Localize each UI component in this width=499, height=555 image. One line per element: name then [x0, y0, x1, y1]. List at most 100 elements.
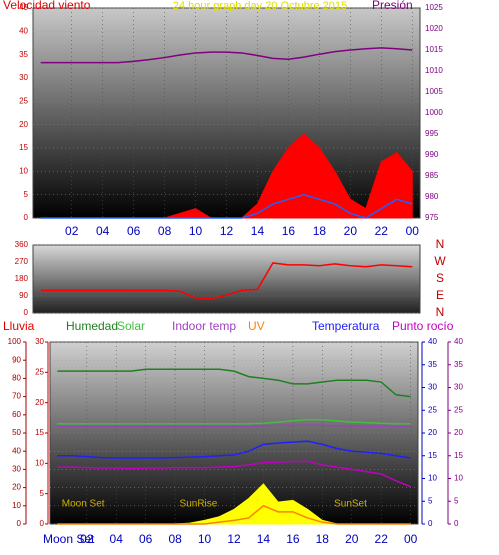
y-tick-label: 25: [428, 405, 437, 414]
annotation: SunSet: [334, 499, 367, 510]
y-tick-label: 180: [15, 274, 29, 283]
y-tick-label: 5: [40, 489, 45, 498]
y-tick-label: 30: [454, 383, 463, 392]
annotation: Moon Set: [62, 499, 105, 510]
y-tick-label: 20: [12, 483, 21, 492]
y-tick-label: 360: [15, 240, 29, 249]
y-tick-label: 40: [454, 337, 463, 346]
x-tick-label: 08: [168, 532, 182, 546]
y-tick-label: 100: [8, 337, 22, 346]
legend-entry: Punto rocío: [392, 319, 454, 333]
x-tick-label: 14: [257, 532, 271, 546]
y-tick-label: 5: [24, 190, 29, 199]
y-tick-label: 0: [24, 213, 29, 222]
y-tick-label: 995: [425, 129, 439, 138]
y-axis-label: Velocidad viento: [3, 0, 91, 12]
y-tick-label: 50: [12, 428, 21, 437]
y-tick-label: 35: [19, 50, 28, 59]
x-tick-label: 14: [251, 224, 265, 238]
series-line: [57, 504, 411, 525]
x-tick-label: 06: [127, 224, 141, 238]
y-tick-label: 10: [428, 474, 437, 483]
y-tick-label: 1015: [425, 45, 443, 54]
x-tick-label: 02: [80, 532, 94, 546]
series-line: [57, 368, 411, 398]
y-tick-label: 10: [454, 474, 463, 483]
x-tick-label: 00: [404, 532, 418, 546]
series-line: [57, 440, 411, 459]
y-tick-label: 20: [19, 120, 28, 129]
y-tick-label: 975: [425, 213, 439, 222]
x-tick-label: 06: [139, 532, 153, 546]
x-tick-label: 18: [316, 532, 330, 546]
y-tick-label: 10: [35, 458, 44, 467]
series-line: [57, 424, 411, 427]
y-tick-label: 60: [12, 410, 21, 419]
y-tick-label: W: [434, 254, 446, 268]
y-tick-label: 15: [428, 451, 437, 460]
y-tick-label: 0: [24, 308, 29, 317]
y-tick-label: 35: [454, 360, 463, 369]
y-tick-label: 1005: [425, 87, 443, 96]
x-tick-label: 12: [220, 224, 234, 238]
y-tick-label: 20: [428, 428, 437, 437]
y-tick-label: 1020: [425, 24, 443, 33]
y-tick-label: N: [436, 237, 445, 251]
footer-label: Moon Set: [43, 532, 95, 546]
y-tick-label: 30: [428, 383, 437, 392]
y-tick-label: 5: [428, 496, 433, 505]
y-tick-label: 70: [12, 392, 21, 401]
y-tick-label: 15: [454, 451, 463, 460]
y-tick-label: 40: [19, 26, 28, 35]
y-tick-label: 980: [425, 192, 439, 201]
y-tick-label: 25: [35, 367, 44, 376]
x-tick-label: 10: [198, 532, 212, 546]
x-tick-label: 02: [65, 224, 79, 238]
y-tick-label: 90: [19, 291, 28, 300]
y-tick-label: 35: [428, 360, 437, 369]
x-tick-label: 10: [189, 224, 203, 238]
x-tick-label: 04: [110, 532, 124, 546]
x-tick-label: 00: [406, 224, 420, 238]
y-tick-label: 30: [12, 465, 21, 474]
y-tick-label: 45: [19, 3, 28, 12]
y-tick-label: 15: [35, 428, 44, 437]
series-line: [40, 262, 413, 300]
x-tick-label: 22: [375, 224, 389, 238]
y-tick-label: 985: [425, 171, 439, 180]
series-line: [57, 460, 411, 488]
x-tick-label: 22: [375, 532, 389, 546]
y-tick-label: 990: [425, 150, 439, 159]
legend-entry: Temperatura: [312, 319, 380, 333]
annotation: SunRise: [180, 499, 218, 510]
y-tick-label: 20: [454, 428, 463, 437]
x-tick-label: 12: [227, 532, 241, 546]
x-tick-label: 16: [286, 532, 300, 546]
x-tick-label: 08: [158, 224, 172, 238]
series-line: [57, 418, 411, 425]
x-tick-label: 04: [96, 224, 110, 238]
y-axis-label: Lluvia: [3, 319, 35, 333]
y-tick-label: 1000: [425, 108, 443, 117]
y-tick-label: 270: [15, 257, 29, 266]
legend-entry: UV: [248, 319, 265, 333]
x-tick-label: 20: [345, 532, 359, 546]
y-tick-label: E: [436, 288, 444, 302]
y-tick-label: 10: [12, 501, 21, 510]
y-tick-label: 0: [428, 519, 433, 528]
y-tick-label: 40: [12, 446, 21, 455]
legend-entry: Humedad: [66, 319, 118, 333]
y-tick-label: 40: [428, 337, 437, 346]
y-tick-label: 30: [35, 337, 44, 346]
y-tick-label: 30: [19, 73, 28, 82]
x-tick-label: 18: [313, 224, 327, 238]
legend-entry: Indoor temp: [172, 319, 236, 333]
y-tick-label: 0: [40, 519, 45, 528]
legend-entry: Solar: [117, 319, 145, 333]
y-tick-label: 1010: [425, 66, 443, 75]
x-tick-label: 16: [282, 224, 296, 238]
y-tick-label: 5: [454, 496, 459, 505]
y2-axis-label: Presión: [372, 0, 413, 12]
x-tick-label: 20: [344, 224, 358, 238]
